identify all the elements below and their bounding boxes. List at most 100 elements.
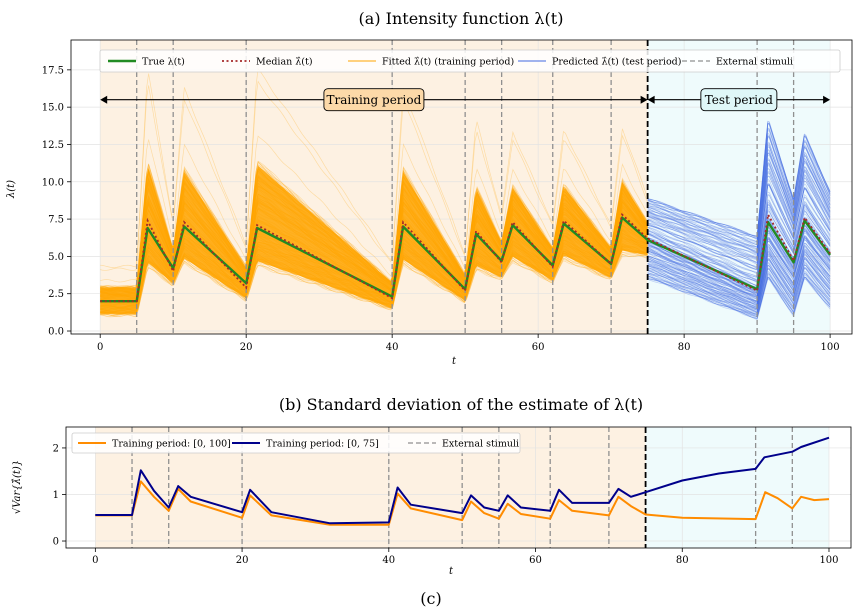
predicted-curve bbox=[647, 278, 831, 321]
predicted-curve bbox=[647, 267, 831, 313]
predicted-curve bbox=[647, 184, 831, 271]
predicted-curve bbox=[647, 252, 831, 307]
predicted-curve bbox=[647, 163, 831, 260]
predicted-curve bbox=[647, 234, 831, 296]
panel-a-legend: True λ(t) Median λ̂(t) Fitted λ̂(t) (train… bbox=[99, 49, 841, 73]
predicted-curve bbox=[647, 272, 831, 318]
predicted-curve bbox=[647, 261, 831, 311]
predicted-curve bbox=[647, 123, 831, 237]
legend-label: Median λ̂(t) bbox=[256, 57, 313, 68]
predicted-curve bbox=[647, 202, 831, 279]
y-tick-label: 5.0 bbox=[48, 252, 64, 263]
predicted-curve bbox=[647, 246, 831, 302]
predicted-curve bbox=[647, 159, 831, 257]
figure-caption: (c) bbox=[420, 589, 441, 608]
predicted-curve bbox=[647, 184, 831, 269]
fitted-curve bbox=[100, 160, 648, 289]
predicted-curve bbox=[647, 162, 831, 259]
predicted-curve bbox=[647, 273, 831, 317]
predicted-curve bbox=[647, 151, 831, 253]
predicted-curve bbox=[647, 237, 831, 297]
predicted-curve bbox=[647, 209, 831, 283]
predicted-curve bbox=[647, 245, 831, 304]
predicted-curve bbox=[647, 146, 831, 250]
y-tick-label: 7.5 bbox=[48, 215, 64, 226]
y-tick-label: 12.5 bbox=[42, 140, 64, 151]
predicted-curve bbox=[647, 120, 831, 237]
predicted-curve bbox=[647, 137, 831, 246]
x-tick-label: 40 bbox=[382, 555, 395, 566]
y-tick-label: 0 bbox=[53, 537, 59, 548]
y-tick-label: 15.0 bbox=[42, 103, 64, 114]
predicted-curve bbox=[647, 205, 831, 282]
predicted-curve bbox=[647, 200, 831, 278]
legend-label: External stimuli bbox=[716, 57, 793, 68]
predicted-curve bbox=[647, 171, 831, 263]
predicted-curve bbox=[647, 134, 831, 243]
predicted-curve bbox=[647, 184, 831, 271]
predicted-curve bbox=[647, 195, 831, 275]
predicted-curve bbox=[647, 168, 831, 260]
legend-label: Fitted λ̂(t) (training period) bbox=[382, 57, 514, 68]
legend-label: External stimuli bbox=[442, 439, 519, 450]
predicted-curve bbox=[647, 262, 831, 312]
predicted-curve bbox=[647, 135, 831, 245]
fitted-band bbox=[100, 165, 648, 314]
x-tick-label: 60 bbox=[529, 555, 542, 566]
predicted-curve bbox=[647, 244, 831, 302]
predicted-curve bbox=[647, 261, 831, 310]
predicted-curve bbox=[647, 170, 831, 264]
predicted-curve bbox=[647, 122, 831, 239]
predicted-curve bbox=[647, 259, 831, 309]
predicted-curve bbox=[647, 206, 831, 281]
predicted-curve bbox=[647, 259, 831, 311]
test-period-arrow-head-right bbox=[823, 95, 831, 104]
predicted-curve bbox=[647, 208, 831, 284]
predicted-curve bbox=[647, 257, 831, 310]
panel-b-legend: Training period: [0, 100] Training period… bbox=[71, 432, 521, 454]
predicted-curve bbox=[647, 235, 831, 299]
predicted-curve bbox=[647, 122, 831, 237]
fitted-curve bbox=[100, 253, 648, 317]
y-tick-label: 0.0 bbox=[48, 327, 64, 338]
fitted-curve bbox=[100, 135, 648, 283]
predicted-curve bbox=[647, 268, 831, 315]
predicted-curve bbox=[647, 204, 831, 280]
x-tick-label: 40 bbox=[386, 342, 399, 353]
predicted-curve bbox=[647, 183, 831, 270]
y-tick-label: 2 bbox=[53, 443, 59, 454]
y-tick-label: 2.5 bbox=[48, 289, 64, 300]
legend-label: Training period: [0, 75] bbox=[266, 439, 379, 450]
panel-b-ylabel: √Var{λ̂(t)} bbox=[12, 460, 23, 514]
x-tick-label: 100 bbox=[821, 342, 840, 353]
x-tick-label: 80 bbox=[678, 342, 691, 353]
test-period-label: Test period bbox=[705, 93, 774, 107]
fitted-curve bbox=[100, 80, 648, 271]
predicted-curve bbox=[647, 274, 831, 319]
predicted-curve bbox=[647, 227, 831, 292]
training-period-arrow-head-right bbox=[640, 95, 648, 104]
predicted-curve bbox=[647, 149, 831, 252]
predicted-curve bbox=[647, 250, 831, 306]
predicted-curve bbox=[647, 146, 831, 251]
predicted-curve bbox=[647, 211, 831, 283]
x-tick-label: 0 bbox=[97, 342, 103, 353]
fitted-curve bbox=[100, 67, 648, 268]
predicted-curve bbox=[647, 229, 831, 293]
predicted-curve bbox=[647, 236, 831, 298]
predicted-curve bbox=[647, 254, 831, 309]
x-tick-label: 100 bbox=[819, 555, 838, 566]
training-period-box bbox=[323, 88, 425, 112]
fitted-curve bbox=[100, 162, 648, 289]
y-tick-label: 10.0 bbox=[42, 177, 64, 188]
legend-label: Training period: [0, 100] bbox=[112, 439, 231, 450]
predicted-curve bbox=[647, 271, 831, 315]
predicted-curve bbox=[647, 253, 831, 306]
predicted-curve bbox=[647, 275, 831, 318]
x-tick-label: 20 bbox=[236, 555, 249, 566]
predicted-curve bbox=[647, 237, 831, 297]
y-tick-label: 17.5 bbox=[42, 65, 64, 76]
predicted-curve bbox=[647, 152, 831, 253]
predicted-curve bbox=[647, 243, 831, 302]
